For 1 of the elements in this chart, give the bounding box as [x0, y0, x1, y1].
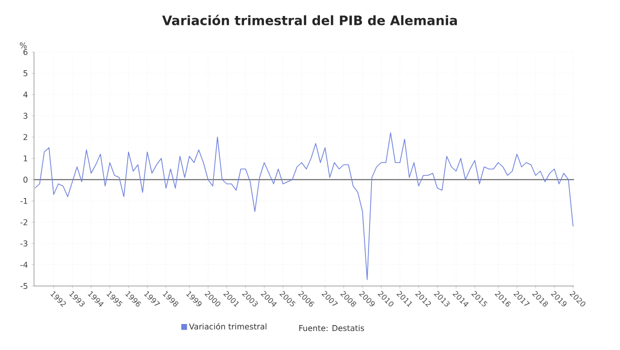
chart-title: Variación trimestral del PIB de Alemania — [162, 14, 457, 26]
